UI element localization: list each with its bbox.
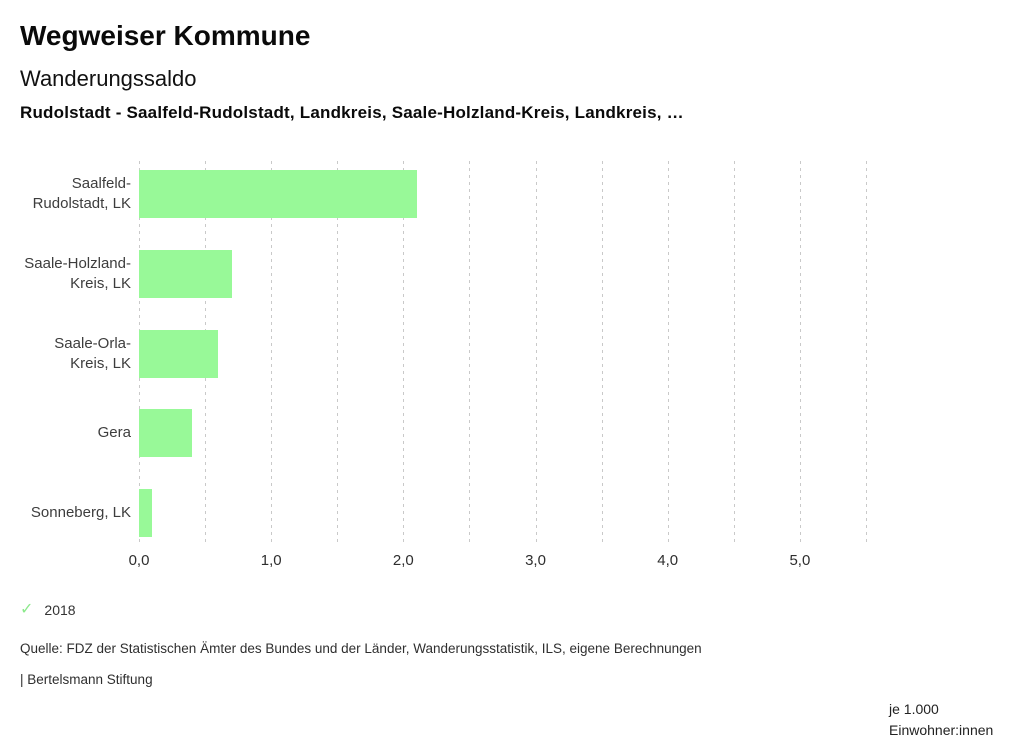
x-axis-unit-line1: je 1.000	[889, 701, 939, 717]
gridline-2-5	[469, 161, 471, 545]
category-label-saale-holzland-kreis-lk: Saale-Holzland- Kreis, LK	[0, 254, 131, 294]
gridline-3-5	[601, 161, 603, 545]
legend-item-2018[interactable]: ✓ 2018	[20, 601, 76, 619]
bar-chart: je 1.000 Einwohner:innen Saalfeld- Rudols…	[0, 161, 1024, 738]
category-label-saalfeld-rudolstadt-lk: Saalfeld- Rudolstadt, LK	[0, 174, 131, 214]
category-label-saale-orla-kreis-lk: Saale-Orla- Kreis, LK	[0, 334, 131, 374]
category-label-sonneberg-lk: Sonneberg, LK	[0, 503, 131, 523]
gridline-4-5	[733, 161, 735, 545]
legend-year-label: 2018	[44, 602, 76, 618]
category-label-line: Kreis, LK	[70, 354, 131, 372]
category-label-line: Saale-Holzland-	[24, 254, 131, 272]
region-selection-line: Rudolstadt - Saalfeld-Rudolstadt, Landkr…	[20, 103, 684, 122]
x-tick-label-0-0: 0,0	[128, 552, 150, 569]
category-label-line: Sonneberg, LK	[30, 504, 131, 521]
gridline-1-0	[271, 161, 273, 545]
x-axis-unit-line2: Einwohner:innen	[889, 722, 994, 738]
bar-saale-holzland-kreis-lk[interactable]	[139, 249, 232, 298]
x-tick-label-5-0: 5,0	[789, 552, 811, 569]
gridline-1-5	[337, 161, 339, 545]
x-tick-label-4-0: 4,0	[657, 552, 679, 569]
gridline-2-0	[403, 161, 405, 545]
gridline-4-0	[667, 161, 669, 545]
bar-saalfeld-rudolstadt-lk[interactable]	[139, 170, 417, 218]
x-axis-unit-label: je 1.000 Einwohner:innen	[889, 699, 993, 741]
attribution-text: | Bertelsmann Stiftung	[20, 672, 153, 687]
category-label-line: Rudolstadt, LK	[32, 195, 131, 212]
x-tick-label-3-0: 3,0	[525, 552, 546, 569]
gridline-5-5	[866, 161, 867, 545]
x-tick-label-2-0: 2,0	[392, 552, 414, 569]
bar-sonneberg-lk[interactable]	[139, 489, 153, 537]
gridline-5-0	[799, 161, 801, 545]
indicator-title: Wanderungssaldo	[20, 66, 197, 91]
category-label-line: Saale-Orla-	[54, 334, 131, 352]
category-label-line: Gera	[97, 424, 131, 442]
category-label-line: Kreis, LK	[70, 274, 131, 292]
category-label-line: Saalfeld-	[71, 175, 131, 192]
bar-gera[interactable]	[139, 409, 192, 458]
check-icon: ✓	[20, 601, 34, 618]
gridline-3-0	[535, 161, 537, 545]
source-text: Quelle: FDZ der Statistischen Ämter des …	[20, 641, 702, 656]
app-title: Wegweiser Kommune	[20, 20, 311, 51]
x-tick-label-1-0: 1,0	[260, 552, 282, 569]
bar-saale-orla-kreis-lk[interactable]	[139, 329, 219, 378]
plot-area	[139, 161, 867, 545]
category-label-gera: Gera	[0, 423, 131, 443]
